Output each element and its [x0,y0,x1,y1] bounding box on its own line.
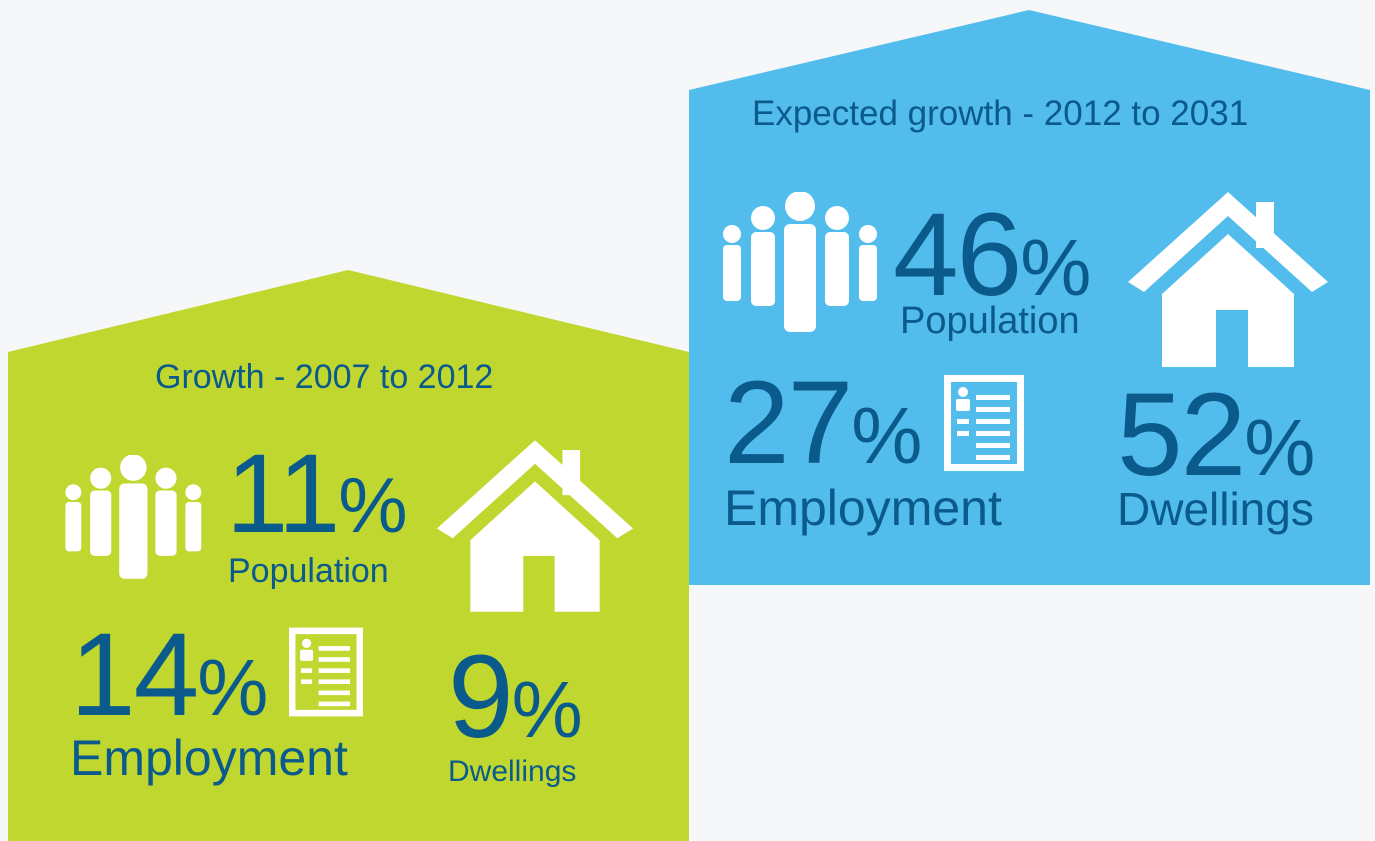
house-icon [1128,192,1328,367]
people-icon [723,192,877,332]
expected-dwellings-value: 52% [1117,376,1315,494]
past-employment-unit: % [197,643,268,732]
expected-panel-title: Expected growth - 2012 to 2031 [752,94,1249,133]
document-icon [944,375,1024,471]
past-population-number: 11 [226,431,340,556]
past-dwellings-number: 9 [448,631,514,763]
expected-employment-unit: % [851,391,922,480]
past-employment-number: 14 [70,609,199,741]
expected-population-label: Population [900,300,1080,342]
house-icon [437,440,633,612]
expected-dwellings-number: 52 [1117,369,1246,501]
past-dwellings-label: Dwellings [448,755,577,788]
people-icon [65,455,202,579]
expected-population-value: 46% [893,196,1091,314]
past-panel-title: Growth - 2007 to 2012 [155,358,494,396]
expected-employment-value: 27% [724,364,922,482]
document-icon [289,627,363,717]
past-employment-value: 14% [70,616,268,734]
expected-dwellings-unit: % [1244,403,1315,492]
past-population-value: 11% [226,438,408,550]
past-employment-label: Employment [70,730,348,786]
expected-population-unit: % [1020,223,1091,312]
past-dwellings-unit: % [511,665,583,754]
expected-population-number: 46 [893,189,1022,321]
past-population-unit: % [338,461,407,549]
expected-employment-label: Employment [724,480,1002,536]
past-dwellings-value: 9% [448,638,583,756]
past-population-label: Population [228,552,389,590]
expected-employment-number: 27 [724,357,853,489]
expected-dwellings-label: Dwellings [1117,483,1314,535]
